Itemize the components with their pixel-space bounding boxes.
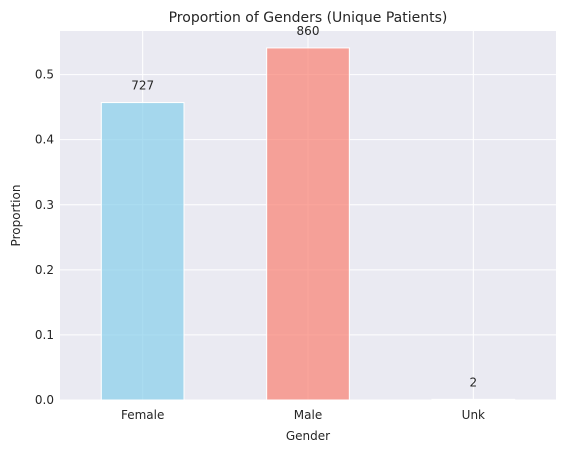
y-tick-label: 0.1	[35, 328, 54, 342]
data-labels: 727 860 2	[131, 24, 477, 389]
count-label: 860	[297, 24, 320, 38]
bars	[100, 47, 516, 401]
y-tick-label: 0.3	[35, 198, 54, 212]
y-axis-label: Proportion	[9, 185, 23, 247]
chart-title: Proportion of Genders (Unique Patients)	[169, 10, 448, 26]
y-tick-label: 0.5	[35, 68, 54, 82]
bar-female	[100, 102, 185, 401]
y-tick-label: 0.0	[35, 393, 54, 407]
y-ticks: 0.0 0.1 0.2 0.3 0.4 0.5	[35, 68, 54, 407]
x-tick-label: Male	[294, 408, 322, 422]
x-tick-label: Unk	[462, 408, 485, 422]
bar-male	[266, 47, 350, 401]
count-label: 2	[470, 375, 478, 389]
x-tick-label: Female	[121, 408, 164, 422]
x-ticks: Female Male Unk	[121, 408, 485, 422]
x-axis-label: Gender	[286, 429, 330, 443]
bar-unk	[431, 398, 516, 401]
count-label: 727	[131, 79, 154, 93]
y-tick-label: 0.2	[35, 263, 54, 277]
y-tick-label: 0.4	[35, 133, 54, 147]
